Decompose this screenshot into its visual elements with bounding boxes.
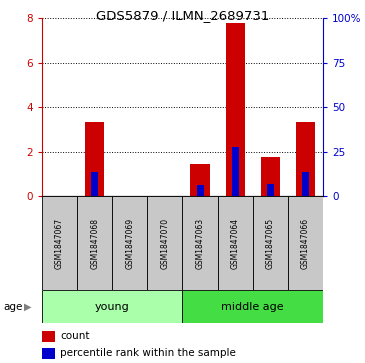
Bar <box>296 122 315 196</box>
Text: ▶: ▶ <box>24 302 31 312</box>
Bar <box>91 172 98 196</box>
Bar <box>232 147 239 196</box>
Bar <box>267 184 274 196</box>
Bar <box>302 172 309 196</box>
Text: young: young <box>95 302 130 312</box>
Bar <box>218 196 253 290</box>
Bar <box>182 196 218 290</box>
Bar <box>196 185 204 196</box>
Bar <box>42 290 182 323</box>
Text: middle age: middle age <box>222 302 284 312</box>
Bar <box>147 196 182 290</box>
Bar <box>85 122 104 196</box>
Bar <box>261 157 280 196</box>
Bar <box>42 331 55 342</box>
Bar <box>42 196 77 290</box>
Bar <box>42 348 55 359</box>
Bar <box>191 164 210 196</box>
Text: GSM1847065: GSM1847065 <box>266 218 275 269</box>
Text: GSM1847063: GSM1847063 <box>196 218 204 269</box>
Bar <box>77 196 112 290</box>
Text: percentile rank within the sample: percentile rank within the sample <box>60 348 236 359</box>
Text: GDS5879 / ILMN_2689731: GDS5879 / ILMN_2689731 <box>96 9 269 22</box>
Bar <box>253 196 288 290</box>
Text: GSM1847070: GSM1847070 <box>161 218 169 269</box>
Bar <box>226 23 245 196</box>
Text: GSM1847067: GSM1847067 <box>55 218 64 269</box>
Text: GSM1847064: GSM1847064 <box>231 218 240 269</box>
Bar <box>182 290 323 323</box>
Bar <box>112 196 147 290</box>
Text: GSM1847069: GSM1847069 <box>125 218 134 269</box>
Text: count: count <box>60 331 90 341</box>
Text: age: age <box>4 302 23 312</box>
Text: GSM1847066: GSM1847066 <box>301 218 310 269</box>
Bar <box>288 196 323 290</box>
Text: GSM1847068: GSM1847068 <box>90 218 99 269</box>
